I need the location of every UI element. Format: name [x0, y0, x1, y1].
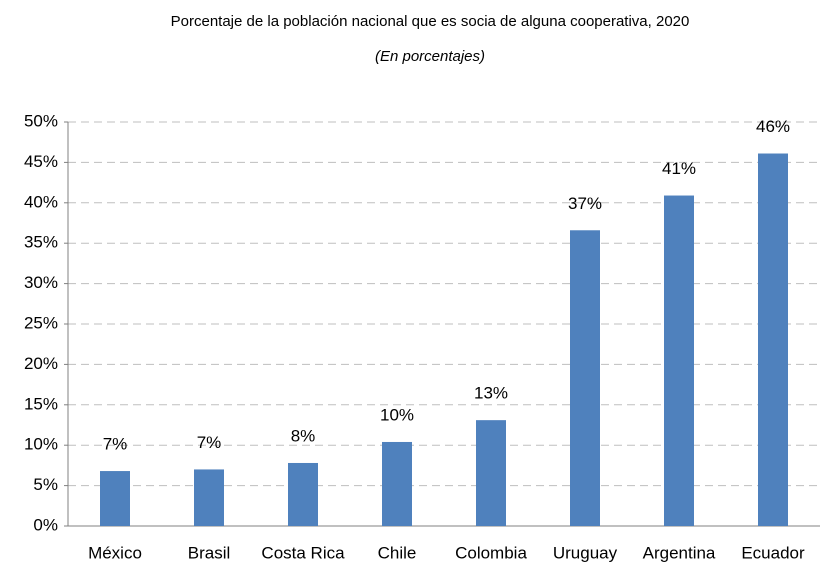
y-tick-label: 25%: [24, 313, 58, 332]
y-tick-label: 35%: [24, 233, 58, 252]
y-tick-label: 0%: [33, 515, 58, 534]
x-tick-label: Costa Rica: [261, 543, 345, 562]
data-label: 46%: [756, 117, 790, 136]
x-tick-label: Chile: [378, 543, 417, 562]
y-tick-label: 15%: [24, 394, 58, 413]
bar: [382, 441, 412, 526]
bar: [194, 469, 224, 526]
y-tick-label: 20%: [24, 354, 58, 373]
data-label: 13%: [474, 384, 508, 403]
y-tick-label: 10%: [24, 435, 58, 454]
x-tick-label: Uruguay: [553, 543, 618, 562]
y-tick-label: 45%: [24, 152, 58, 171]
bar: [664, 195, 694, 526]
x-tick-label: Colombia: [455, 543, 527, 562]
bar: [570, 230, 600, 526]
data-label: 37%: [568, 194, 602, 213]
bar: [476, 420, 506, 526]
data-label: 7%: [197, 433, 222, 452]
bar: [758, 153, 788, 526]
y-tick-label: 30%: [24, 273, 58, 292]
data-label: 41%: [662, 159, 696, 178]
bar: [288, 462, 318, 526]
y-tick-label: 50%: [24, 111, 58, 130]
data-label: 10%: [380, 405, 414, 424]
data-label: 8%: [291, 426, 316, 445]
x-tick-label: Argentina: [643, 543, 716, 562]
chart-title: Porcentaje de la población nacional que …: [171, 13, 690, 30]
x-tick-label: Brasil: [188, 543, 231, 562]
data-label: 7%: [103, 435, 128, 454]
x-tick-label: Ecuador: [741, 543, 805, 562]
chart-subtitle: (En porcentajes): [375, 48, 485, 65]
x-tick-label: México: [88, 543, 142, 562]
bar: [100, 471, 130, 526]
y-tick-label: 5%: [33, 475, 58, 494]
y-tick-label: 40%: [24, 192, 58, 211]
